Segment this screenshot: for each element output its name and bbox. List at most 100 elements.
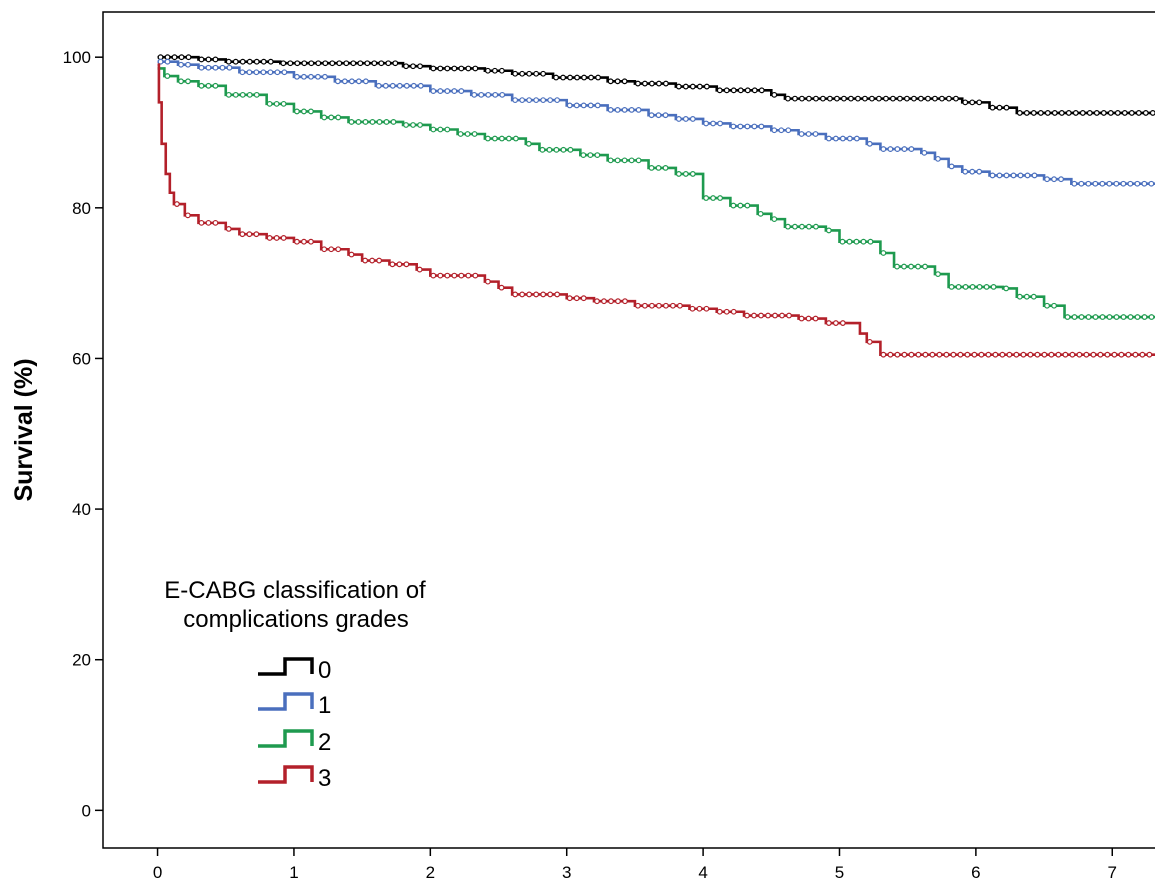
censor-mark bbox=[212, 56, 219, 63]
censor-mark bbox=[880, 351, 887, 358]
censor-mark bbox=[357, 60, 364, 67]
censor-mark bbox=[178, 61, 184, 68]
censor-mark bbox=[696, 305, 703, 312]
censor-mark bbox=[389, 82, 396, 89]
censor-mark bbox=[464, 131, 471, 137]
censor-mark bbox=[771, 216, 778, 223]
censor-mark bbox=[1076, 351, 1083, 358]
x-tick-label: 1 bbox=[289, 863, 298, 882]
censor-mark bbox=[1034, 351, 1041, 358]
censor-mark bbox=[607, 107, 614, 113]
censor-mark bbox=[744, 87, 751, 94]
censor-mark bbox=[978, 351, 985, 358]
censor-mark bbox=[799, 223, 805, 230]
censor-mark bbox=[246, 231, 253, 238]
censor-mark bbox=[458, 65, 465, 72]
censor-mark bbox=[294, 60, 301, 67]
censor-mark bbox=[232, 91, 239, 98]
series-line bbox=[157, 55, 1155, 115]
censor-mark bbox=[1023, 110, 1030, 116]
censor-mark bbox=[1113, 314, 1120, 320]
censor-mark bbox=[771, 91, 778, 98]
censor-mark bbox=[675, 171, 682, 177]
censor-mark bbox=[1030, 110, 1037, 116]
censor-mark bbox=[554, 97, 561, 104]
censor-mark bbox=[465, 65, 472, 72]
censor-mark bbox=[430, 272, 437, 279]
censor-mark bbox=[396, 82, 403, 89]
censor-mark bbox=[587, 102, 594, 109]
censor-mark bbox=[1013, 351, 1020, 358]
censor-mark bbox=[225, 226, 232, 232]
censor-mark bbox=[273, 235, 280, 241]
censor-mark bbox=[239, 58, 246, 65]
censor-mark bbox=[901, 351, 908, 358]
censor-mark bbox=[465, 272, 472, 279]
censor-mark bbox=[566, 102, 573, 109]
censor-mark bbox=[758, 123, 765, 130]
censor-mark bbox=[560, 146, 567, 153]
censor-mark bbox=[246, 58, 253, 65]
censor-mark bbox=[554, 291, 561, 298]
censor-mark bbox=[458, 272, 465, 279]
censor-mark bbox=[710, 120, 717, 127]
censor-mark bbox=[478, 91, 485, 98]
censor-mark bbox=[225, 91, 232, 98]
censor-mark bbox=[205, 82, 212, 89]
censor-mark bbox=[587, 152, 594, 158]
censor-mark bbox=[908, 263, 914, 270]
censor-mark bbox=[662, 165, 669, 171]
censor-mark bbox=[918, 95, 924, 102]
censor-mark bbox=[908, 351, 915, 358]
censor-mark bbox=[730, 87, 737, 94]
censor-mark bbox=[594, 152, 601, 158]
censor-mark bbox=[417, 122, 423, 128]
censor-mark bbox=[1128, 110, 1135, 116]
censor-mark bbox=[969, 168, 976, 175]
censor-mark bbox=[989, 172, 996, 179]
censor-mark bbox=[553, 74, 559, 81]
censor-mark bbox=[786, 312, 792, 319]
censor-mark bbox=[656, 80, 662, 87]
censor-mark bbox=[1048, 351, 1055, 358]
x-tick-label: 7 bbox=[1108, 863, 1117, 882]
series-line bbox=[157, 63, 1155, 356]
censor-mark bbox=[962, 284, 969, 290]
censor-mark bbox=[964, 351, 971, 358]
censor-mark bbox=[614, 78, 621, 85]
censor-mark bbox=[1085, 180, 1092, 187]
censor-mark bbox=[266, 235, 273, 241]
censor-mark bbox=[635, 107, 642, 113]
censor-mark bbox=[1107, 110, 1114, 116]
censor-mark bbox=[1083, 351, 1090, 358]
x-tick-label: 6 bbox=[971, 863, 980, 882]
censor-mark bbox=[566, 295, 573, 302]
censor-mark bbox=[308, 60, 315, 67]
censor-mark bbox=[505, 135, 512, 142]
censor-mark bbox=[855, 95, 861, 102]
censor-mark bbox=[853, 135, 860, 142]
legend-label-0: 0 bbox=[318, 657, 331, 684]
censor-mark bbox=[375, 82, 382, 89]
censor-mark bbox=[989, 104, 996, 111]
censor-mark bbox=[1023, 293, 1030, 300]
censor-mark bbox=[1148, 314, 1155, 320]
censor-mark bbox=[547, 291, 554, 298]
censor-mark bbox=[348, 251, 355, 258]
censor-mark bbox=[904, 95, 910, 102]
censor-mark bbox=[1071, 180, 1078, 187]
censor-mark bbox=[437, 88, 444, 94]
censor-mark bbox=[1055, 351, 1062, 358]
censor-mark bbox=[925, 95, 931, 102]
censor-mark bbox=[212, 64, 219, 71]
censor-mark bbox=[560, 74, 566, 81]
censor-mark bbox=[430, 65, 437, 72]
censor-mark bbox=[792, 95, 798, 102]
censor-mark bbox=[682, 83, 689, 90]
censor-mark bbox=[533, 70, 540, 77]
censor-mark bbox=[827, 95, 833, 102]
censor-mark bbox=[635, 302, 641, 309]
censor-mark bbox=[1016, 293, 1023, 300]
censor-mark bbox=[765, 312, 771, 319]
